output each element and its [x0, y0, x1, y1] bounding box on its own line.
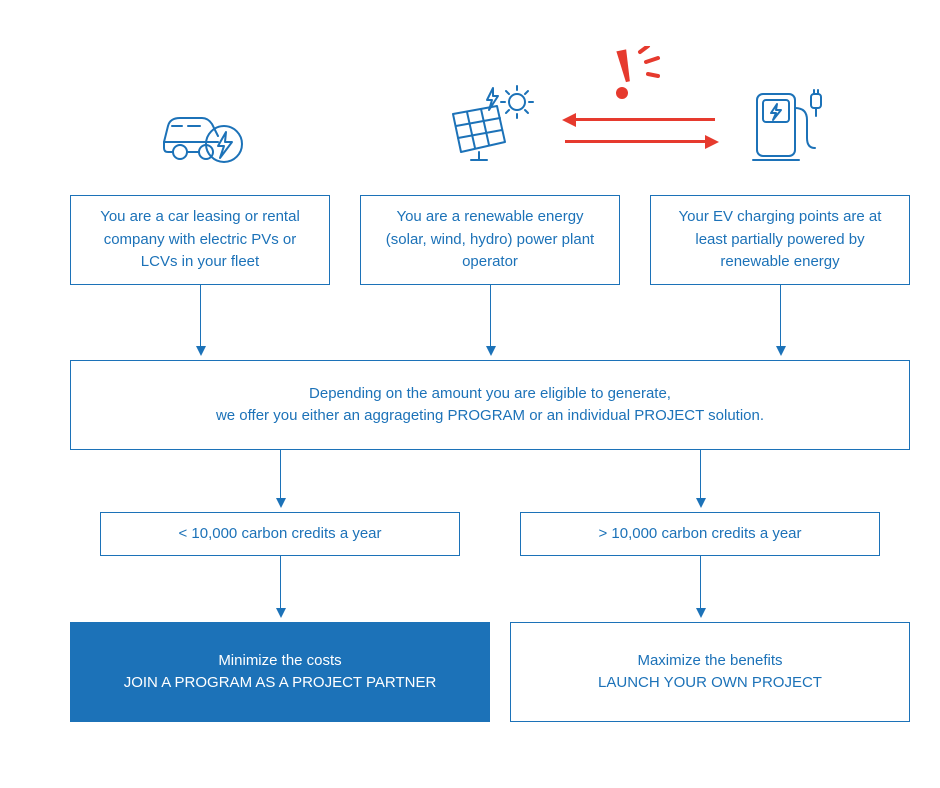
eligibility-line1: Depending on the amount you are eligible…	[309, 383, 671, 406]
alert-icon	[600, 46, 664, 104]
arrow-down-head	[696, 498, 706, 508]
eligibility-box: Depending on the amount you are eligible…	[70, 360, 910, 450]
cta-box-project: Maximize the benefits LAUNCH YOUR OWN PR…	[510, 622, 910, 722]
arrow-down	[780, 285, 781, 348]
exchange-arrow-right	[565, 140, 705, 143]
arrow-down-head	[276, 608, 286, 618]
persona-box-renewable-text: You are a renewable energy (solar, wind,…	[375, 206, 605, 274]
arrow-down-head	[776, 346, 786, 356]
arrow-down	[490, 285, 491, 348]
threshold-box-under-text: < 10,000 carbon credits a year	[178, 523, 381, 546]
persona-box-charging: Your EV charging points are at least par…	[650, 195, 910, 285]
flowchart-canvas: You are a car leasing or rental company …	[0, 0, 940, 788]
exchange-arrow-left	[575, 118, 715, 121]
arrow-down-head	[696, 608, 706, 618]
cta-project-line2: LAUNCH YOUR OWN PROJECT	[598, 672, 822, 695]
threshold-box-over: > 10,000 carbon credits a year	[520, 512, 880, 556]
threshold-box-under: < 10,000 carbon credits a year	[100, 512, 460, 556]
persona-box-renewable: You are a renewable energy (solar, wind,…	[360, 195, 620, 285]
arrow-down	[700, 450, 701, 500]
arrow-down	[200, 285, 201, 348]
eligibility-line2: we offer you either an aggrageting PROGR…	[216, 405, 764, 428]
ev-car-icon	[158, 102, 248, 166]
solar-panel-icon	[445, 82, 541, 162]
cta-box-program: Minimize the costs JOIN A PROGRAM AS A P…	[70, 622, 490, 722]
exchange-arrow-left-head	[562, 113, 576, 127]
threshold-box-over-text: > 10,000 carbon credits a year	[598, 523, 801, 546]
persona-box-leasing: You are a car leasing or rental company …	[70, 195, 330, 285]
arrow-down-head	[486, 346, 496, 356]
arrow-down-head	[196, 346, 206, 356]
exchange-arrow-right-head	[705, 135, 719, 149]
arrow-down	[280, 556, 281, 610]
cta-program-line2: JOIN A PROGRAM AS A PROJECT PARTNER	[124, 672, 437, 695]
persona-box-charging-text: Your EV charging points are at least par…	[665, 206, 895, 274]
arrow-down-head	[276, 498, 286, 508]
ev-charger-icon	[749, 88, 827, 166]
persona-box-leasing-text: You are a car leasing or rental company …	[85, 206, 315, 274]
cta-program-line1: Minimize the costs	[218, 650, 341, 673]
arrow-down	[700, 556, 701, 610]
cta-project-line1: Maximize the benefits	[637, 650, 782, 673]
arrow-down	[280, 450, 281, 500]
